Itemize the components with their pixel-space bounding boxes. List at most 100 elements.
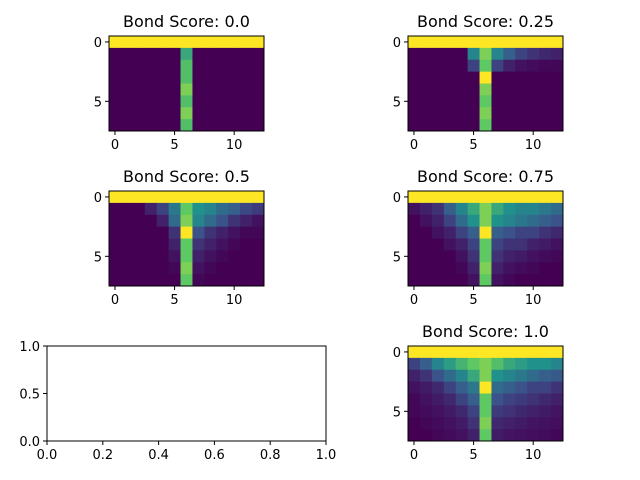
- heatmap-cell: [252, 95, 265, 108]
- heatmap-cell: [539, 107, 552, 120]
- heatmap-cell: [144, 71, 158, 84]
- heatmap-cell: [144, 214, 158, 228]
- heatmap-cell: [109, 47, 122, 61]
- heatmap-cell: [419, 107, 433, 120]
- heatmap-cell: [455, 95, 469, 108]
- heatmap-cell: [204, 83, 217, 96]
- heatmap-cell: [539, 226, 552, 239]
- heatmap-cell: [408, 83, 421, 96]
- heatmap-cell: [252, 59, 265, 73]
- heatmap-cell: [491, 214, 504, 228]
- heatmap-cell: [455, 214, 469, 228]
- heatmap-cell: [443, 250, 457, 263]
- heatmap-cell: [479, 95, 492, 108]
- heatmap-cell: [443, 429, 457, 442]
- heatmap-cell: [252, 83, 265, 96]
- heatmap-cell: [527, 95, 540, 108]
- heatmap-cell: [180, 214, 193, 228]
- heatmap-cell: [455, 274, 469, 287]
- heatmap-cell: [503, 393, 516, 406]
- heatmap-cell: [156, 214, 170, 228]
- heatmap-cell: [503, 274, 516, 287]
- x-tick-label: 5: [170, 293, 178, 308]
- heatmap-cell: [419, 119, 433, 132]
- heatmap-cell: [120, 250, 134, 263]
- heatmap-cell: [515, 346, 528, 359]
- heatmap-cell: [216, 250, 229, 263]
- x-tick-label: 0.2: [92, 448, 113, 463]
- heatmap-cell: [551, 262, 564, 275]
- heatmap-cell: [120, 83, 134, 96]
- heatmap-cell: [467, 119, 480, 132]
- subplot-1: 0 5 10 0 5 Bond Score: 0.0: [94, 12, 265, 153]
- heatmap-cell: [479, 357, 492, 371]
- heatmap-cell: [431, 119, 445, 132]
- heatmap-cell: [479, 214, 492, 228]
- heatmap-cell: [408, 262, 421, 275]
- heatmap-cell: [551, 83, 564, 96]
- heatmap-cell: [109, 83, 122, 96]
- heatmap-cell: [491, 95, 504, 108]
- heatmap-cell: [503, 262, 516, 275]
- heatmap-cell: [204, 95, 217, 108]
- heatmap-cell: [240, 59, 253, 73]
- heatmap-cell: [527, 59, 540, 73]
- heatmap-cell: [503, 405, 516, 418]
- heatmap-cell: [192, 95, 205, 108]
- heatmap-cell: [216, 262, 229, 275]
- heatmap-cell: [443, 274, 457, 287]
- heatmap-cell: [431, 429, 445, 442]
- heatmap-cell: [109, 191, 122, 204]
- heatmap-cell: [228, 47, 241, 61]
- heatmap-cell: [156, 59, 170, 73]
- heatmap-cell: [240, 262, 253, 275]
- heatmap-cell: [539, 262, 552, 275]
- heatmap-cell: [479, 417, 492, 430]
- heatmap-cell: [252, 214, 265, 228]
- heatmap-cell: [156, 119, 170, 132]
- heatmap-cell: [419, 369, 433, 383]
- heatmap-cell: [503, 214, 516, 228]
- heatmap-cell: [204, 119, 217, 132]
- heatmap-cell: [491, 381, 504, 394]
- heatmap-cell: [419, 191, 433, 204]
- heatmap-cell: [515, 238, 528, 251]
- heatmap-cell: [180, 262, 193, 275]
- heatmap-cell: [240, 250, 253, 263]
- heatmap-cell: [503, 36, 516, 49]
- heatmap-cell: [479, 238, 492, 251]
- heatmap-cell: [515, 59, 528, 73]
- heatmap-cell: [491, 238, 504, 251]
- heatmap-cell: [419, 95, 433, 108]
- heatmap-cell: [539, 405, 552, 418]
- heatmap-cell: [109, 71, 122, 84]
- heatmap-cell: [431, 36, 445, 49]
- heatmap-cell: [252, 250, 265, 263]
- heatmap-cell: [515, 83, 528, 96]
- heatmap-cell: [467, 262, 480, 275]
- heatmap-cell: [228, 238, 241, 251]
- heatmap-cell: [180, 83, 193, 96]
- heatmap-cell: [479, 405, 492, 418]
- heatmap-cell: [192, 238, 205, 251]
- heatmap-cell: [467, 191, 480, 204]
- heatmap-cell: [431, 405, 445, 418]
- heatmap-cell: [180, 202, 193, 216]
- heatmap-cell: [491, 417, 504, 430]
- heatmap-cell: [109, 250, 122, 263]
- heatmap-cell: [408, 274, 421, 287]
- x-tick-label: 0.8: [260, 448, 281, 463]
- heatmap-cell: [204, 36, 217, 49]
- heatmap-cell: [479, 107, 492, 120]
- heatmap-cell: [431, 59, 445, 73]
- heatmap-cell: [527, 250, 540, 263]
- heatmap-cell: [467, 357, 480, 371]
- heatmap-cell: [527, 405, 540, 418]
- heatmap-cell: [527, 369, 540, 383]
- heatmap-cell: [539, 214, 552, 228]
- heatmap-cell: [455, 417, 469, 430]
- subplot-title: Bond Score: 0.0: [123, 12, 250, 31]
- heatmap-cell: [539, 83, 552, 96]
- heatmap-cell: [144, 274, 158, 287]
- heatmap-cell: [132, 107, 146, 120]
